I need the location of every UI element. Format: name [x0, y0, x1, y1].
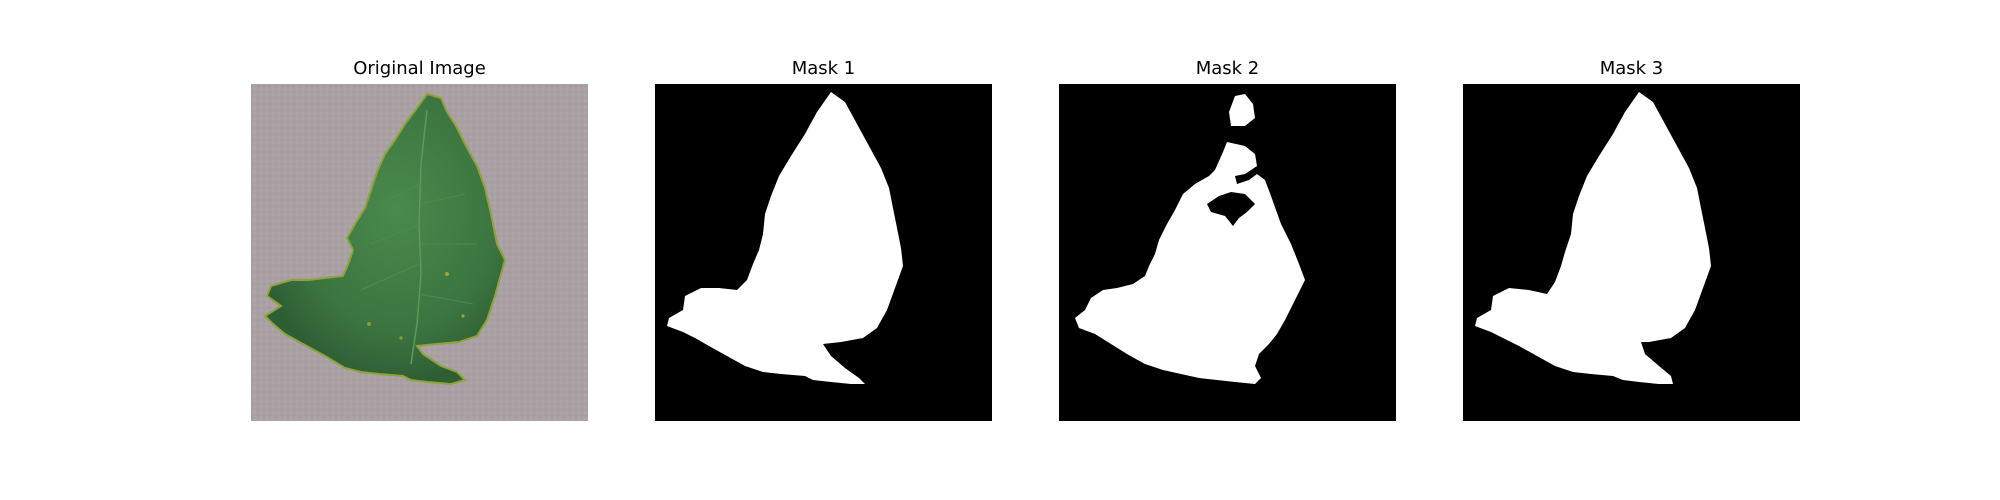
- panel-title-mask-2: Mask 2: [1059, 58, 1396, 79]
- mask-3-panel: [1463, 84, 1800, 421]
- panel-title-mask-3: Mask 3: [1463, 58, 1800, 79]
- mask-2-panel: [1059, 84, 1396, 421]
- mask-1-panel: [655, 84, 992, 421]
- panel-title-mask-1: Mask 1: [655, 58, 992, 79]
- leaf-photo: [251, 84, 588, 421]
- mask-2-image: [1059, 84, 1396, 421]
- mask-1-image: [655, 84, 992, 421]
- panel-title-original: Original Image: [251, 58, 588, 79]
- original-image-panel: [251, 84, 588, 421]
- mask-3-image: [1463, 84, 1800, 421]
